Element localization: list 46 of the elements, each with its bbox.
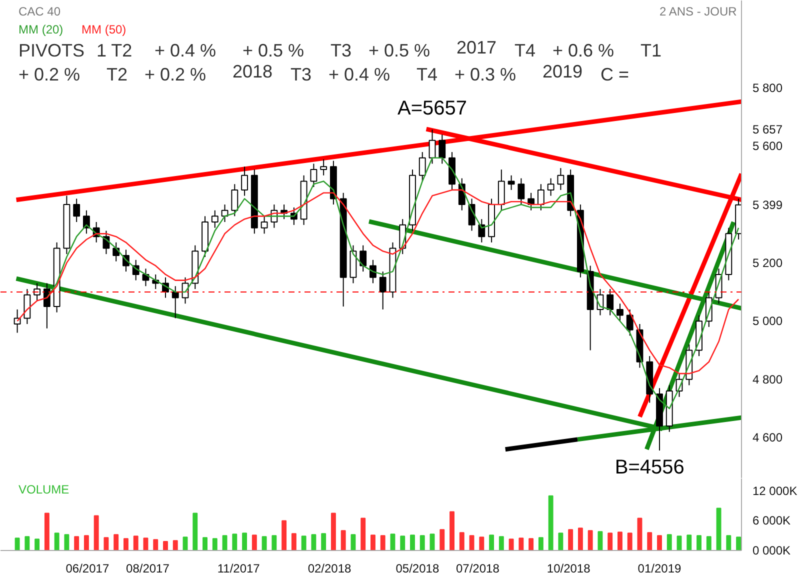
y-tick-label: 5 800 (752, 80, 783, 95)
annotation: + 0.3 % (454, 64, 516, 84)
x-tick-label: 05/2018 (396, 562, 440, 576)
y-tick-label: 4 800 (752, 372, 783, 386)
annotation: C = (600, 64, 630, 84)
chart-subtitle: 2 ANS - JOUR (659, 4, 738, 18)
annotation: T1 (640, 40, 662, 60)
y-tick-label: 5 200 (752, 256, 783, 270)
annotation: + 0.5 % (368, 40, 430, 60)
y-tick-label: 5 000 (752, 314, 783, 328)
y-tick-label: 5 657 (752, 122, 783, 137)
annotation: T3 (330, 40, 352, 60)
text: MM (20) (18, 22, 64, 36)
y-tick-label: 12 000K (752, 484, 798, 498)
x-tick-label: 08/2017 (126, 562, 170, 576)
annotation: + 0.6 % (552, 40, 614, 60)
annotation: + 0.5 % (242, 40, 304, 60)
annotation: + 0.2 % (144, 64, 206, 84)
x-tick-label: 02/2018 (308, 562, 352, 576)
annotation: T4 (416, 64, 438, 84)
annotation: A=5657 (398, 98, 468, 120)
annotation: T3 (290, 64, 312, 84)
y-tick-label: 5 399 (752, 198, 783, 212)
annotation: T4 (514, 40, 536, 60)
annotation: + 0.4 % (154, 40, 216, 60)
x-tick-label: 10/2018 (546, 562, 591, 576)
annotation: B=4556 (614, 456, 684, 479)
y-tick-label: 4 600 (752, 430, 783, 445)
annotation: 2017 (456, 38, 497, 58)
y-tick-label: 0 000K (752, 544, 791, 558)
y-tick-label: 6 000K (752, 514, 791, 528)
x-tick-label: 06/2017 (66, 562, 110, 576)
annotation: + 0.2 % (18, 64, 80, 84)
x-tick-label: 07/2018 (456, 562, 500, 576)
x-tick-label: 01/2019 (638, 562, 682, 576)
x-tick-label: 11/2017 (217, 562, 260, 576)
text: MM (50) (82, 22, 126, 36)
annotation: 2018 (232, 62, 273, 82)
annotation: PIVOTS (18, 40, 85, 60)
annotation: T2 (106, 64, 128, 84)
chart-title: VOLUME (18, 482, 70, 496)
chart-title: CAC 40 (18, 4, 61, 18)
annotation: 1 T2 (96, 40, 132, 60)
annotation: + 0.4 % (328, 64, 390, 84)
y-tick-label: 5 600 (752, 139, 783, 154)
annotation: 2019 (542, 62, 583, 82)
